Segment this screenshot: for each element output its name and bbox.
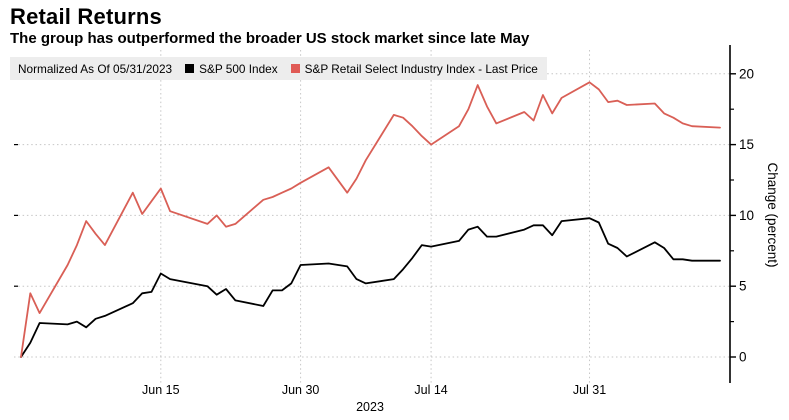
x-tick-label: Jul 31 xyxy=(573,383,606,397)
y-tick-label: 10 xyxy=(739,208,754,223)
y-tick-label: 20 xyxy=(739,66,754,81)
y-tick-label: 5 xyxy=(739,279,747,294)
chart-subtitle: The group has outperformed the broader U… xyxy=(10,30,530,47)
x-tick-label: Jun 15 xyxy=(142,383,180,397)
retail-swatch-icon xyxy=(290,64,300,73)
y-axis-title: Change (percent) xyxy=(765,162,780,267)
legend-label-retail: S&P Retail Select Industry Index - Last … xyxy=(304,61,538,76)
x-axis-year-label: 2023 xyxy=(356,400,384,414)
retail-series-line xyxy=(20,81,721,358)
legend-item-sp500: S&P 500 Index xyxy=(185,62,278,76)
sp500-swatch-icon xyxy=(185,64,195,73)
chart-title: Retail Returns xyxy=(10,4,162,29)
legend-normalized-note: Normalized As Of 05/31/2023 xyxy=(18,61,173,76)
y-tick-label: 0 xyxy=(739,350,747,365)
y-tick-label: 15 xyxy=(739,137,754,152)
sp500-series-line xyxy=(20,217,721,358)
x-tick-label: Jul 14 xyxy=(414,383,447,397)
x-tick-label: Jun 30 xyxy=(282,383,320,397)
legend-item-retail: S&P Retail Select Industry Index - Last … xyxy=(290,61,538,76)
chart-legend: Normalized As Of 05/31/2023 S&P 500 Inde… xyxy=(10,57,547,80)
legend-label-sp500: S&P 500 Index xyxy=(199,61,278,76)
